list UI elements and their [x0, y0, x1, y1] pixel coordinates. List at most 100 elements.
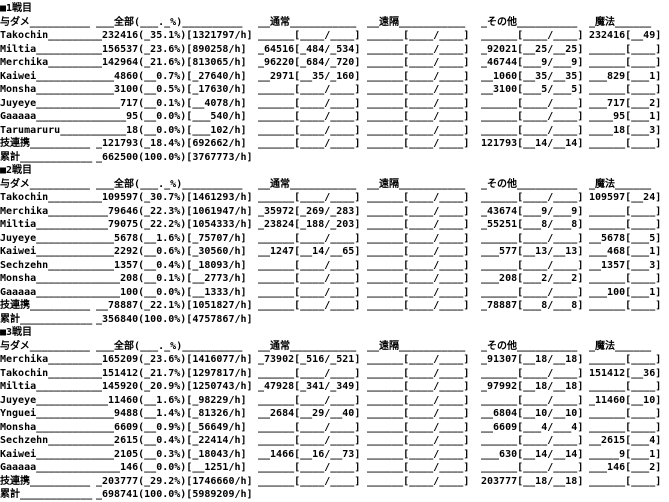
other-cell: ______[____/____] [481, 232, 584, 244]
player-row: Merchika________ _165209(_23.6%)[1416077/… [0, 353, 669, 367]
other-cell: _55251[___8/___8] [481, 219, 584, 230]
other-cell: ______[____/____] [481, 394, 584, 406]
player-row: Kaiwei__________ ___2105(__0.3%)[_18043/h… [0, 448, 669, 462]
ranged-cell: ______[____/____] [367, 354, 470, 365]
total-damage-cell: _203777(_29.2%)[1746660/h] [96, 475, 253, 487]
magic-cell: ___829[___1] [589, 70, 662, 82]
magic-cell: ______[____] [589, 43, 662, 55]
battle-section-row: ■1戦目 [0, 2, 669, 16]
player-row: Juyeye__________ ___5678(__1.6%)[_75707/h… [0, 232, 669, 246]
total-damage-cell: ___5678(__1.6%)[_75707/h] [96, 232, 247, 244]
magic-cell: __5678[___5] [589, 232, 662, 244]
battle-section-row: ■2戦目 [0, 164, 669, 178]
player-name: Monsha__________ [0, 84, 97, 95]
other-column-label: _その他__________ [481, 16, 578, 28]
battle-section-title: ■2戦目 [0, 165, 33, 176]
ranged-column-label: __遠隔___________ [367, 340, 466, 352]
magic-column-label: _魔法______ [589, 16, 652, 28]
melee-cell: ______[____/____] [258, 84, 361, 95]
total-damage-cell: ____146(__0.0%)[__1251/h] [96, 462, 247, 473]
melee-cell: __2684[__29/__40] [258, 408, 361, 419]
magic-cell: ___717[___2] [589, 97, 662, 109]
ranged-cell: ______[____/____] [367, 259, 470, 271]
other-cell: _46744[___9/___9] [481, 57, 584, 68]
other-cell: ___630[__14/__14] [481, 448, 584, 460]
melee-cell: ______[____/____] [258, 111, 361, 122]
ranged-cell: ______[____/____] [367, 435, 470, 446]
other-cell: _78887[___8/___8] [481, 300, 584, 311]
other-cell: _43674[___9/___9] [481, 205, 584, 217]
player-row: Sechzehn________ ___2615(__0.4%)[_22414/h… [0, 434, 669, 448]
battle-section-title: ■3戦目 [0, 327, 33, 338]
magic-cell: __1357[___3] [589, 259, 662, 271]
total-damage-cell: ___3100(__0.5%)[_17630/h] [96, 84, 247, 95]
melee-cell: ______[____/____] [258, 475, 361, 487]
player-row: Miltia__________ __79075(_22.2%)[1054333/… [0, 218, 669, 232]
player-name: Kaiwei__________ [0, 448, 97, 460]
ranged-cell: ______[____/____] [367, 97, 470, 109]
magic-cell: ______[____] [589, 421, 662, 433]
melee-cell: ______[____/____] [258, 124, 361, 136]
other-cell: ______[____/____] [481, 97, 584, 109]
total-damage-cell: ___2615(__0.4%)[_22414/h] [96, 435, 247, 446]
total-damage-cell: ____208(__0.1%)[__2773/h] [96, 273, 247, 284]
ranged-cell: ______[____/____] [367, 111, 470, 122]
ranged-cell: ______[____/____] [367, 138, 470, 149]
total-damage-cell: ____717(__0.1%)[__4078/h] [96, 97, 247, 109]
total-damage-cell: ___4860(__0.7%)[_27640/h] [96, 70, 247, 82]
melee-cell: _73902[_516/_521] [258, 354, 361, 365]
player-row: Kaiwei__________ ___4860(__0.7%)[_27640/h… [0, 70, 669, 84]
magic-column-label: _魔法______ [589, 178, 652, 190]
ranged-cell: ______[____/____] [367, 394, 470, 406]
ranged-column-label: __遠隔___________ [367, 16, 466, 28]
melee-cell: ______[____/____] [258, 421, 361, 433]
melee-cell: _23824[_188/_203] [258, 219, 361, 230]
other-cell: ______[____/____] [481, 30, 584, 41]
damage-dealt-label: 与ダメ__________ [0, 16, 90, 28]
total-damage-cell: _662500(100.0%)[3767773/h] [96, 151, 253, 163]
melee-cell: ______[____/____] [258, 435, 361, 446]
magic-cell: ____18[___3] [589, 124, 662, 136]
other-cell: __3100[___5/___5] [481, 84, 584, 95]
magic-cell: ____95[___1] [589, 111, 662, 122]
melee-cell: __1247[__14/__65] [258, 246, 361, 257]
total-damage-cell: _145920(_20.9%)[1250743/h] [96, 381, 253, 392]
player-name: Miltia__________ [0, 219, 97, 230]
melee-column-label: __通常___________ [258, 178, 357, 190]
battle-section-row: ■3戦目 [0, 326, 669, 340]
player-name: Juyeye__________ [0, 394, 97, 406]
total-row: 累計____________ _698741(100.0%)[5989209/h] [0, 488, 669, 502]
other-column-label: _その他__________ [481, 340, 578, 352]
column-header-row: 与ダメ__________ ___全部(___._%)__________ __通常… [0, 340, 669, 354]
magic-cell: ______[____] [589, 205, 662, 217]
magic-cell: ______[____] [589, 408, 662, 419]
other-cell: ___577[__13/__13] [481, 246, 584, 257]
magic-cell: ______[____] [589, 381, 662, 392]
player-row: Juyeye__________ ____717(__0.1%)[__4078/h… [0, 97, 669, 111]
other-column-label: _その他__________ [481, 178, 578, 190]
other-cell: ______[____/____] [481, 192, 584, 203]
magic-cell: ___146[___2] [589, 462, 662, 473]
ranged-cell: ______[____/____] [367, 475, 470, 487]
ranged-cell: ______[____/____] [367, 448, 470, 460]
magic-cell: ______[____] [589, 354, 662, 365]
ranged-cell: ______[____/____] [367, 219, 470, 230]
ranged-cell: ______[____/____] [367, 421, 470, 433]
other-cell: _92021[__25/__25] [481, 43, 584, 55]
magic-cell: ___100[___1] [589, 286, 662, 298]
player-row: Kaiwei__________ ___2292(__0.6%)[_30560/h… [0, 245, 669, 259]
magic-cell: _____9[___1] [589, 448, 662, 460]
total-damage-cell: ___2292(__0.6%)[_30560/h] [96, 246, 247, 257]
total-damage-cell: ___9488(__1.4%)[_81326/h] [96, 408, 247, 419]
melee-cell: __1466[__16/__73] [258, 448, 361, 460]
melee-cell: ______[____/____] [258, 273, 361, 284]
total-damage-cell: _156537(_23.6%)[890258/h] [96, 43, 247, 55]
ranged-cell: ______[____/____] [367, 205, 470, 217]
total-damage-cell: __78887(_22.1%)[1051827/h] [96, 300, 253, 311]
ranged-cell: ______[____/____] [367, 273, 470, 284]
ranged-cell: ______[____/____] [367, 43, 470, 55]
player-name: Kaiwei__________ [0, 246, 97, 257]
melee-cell: ______[____/____] [258, 367, 361, 379]
melee-cell: ______[____/____] [258, 394, 361, 406]
damage-dealt-label: 与ダメ__________ [0, 340, 90, 352]
